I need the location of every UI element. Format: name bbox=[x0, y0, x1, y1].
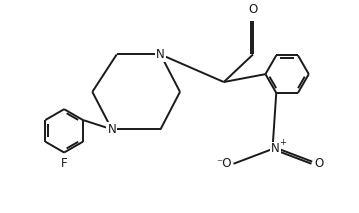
Text: ⁻O: ⁻O bbox=[216, 157, 232, 170]
Text: O: O bbox=[248, 3, 258, 16]
Text: N: N bbox=[271, 142, 280, 155]
Text: O: O bbox=[314, 157, 323, 170]
Text: +: + bbox=[279, 138, 286, 147]
Text: F: F bbox=[61, 157, 67, 170]
Text: N: N bbox=[156, 48, 165, 61]
Text: N: N bbox=[107, 123, 116, 136]
